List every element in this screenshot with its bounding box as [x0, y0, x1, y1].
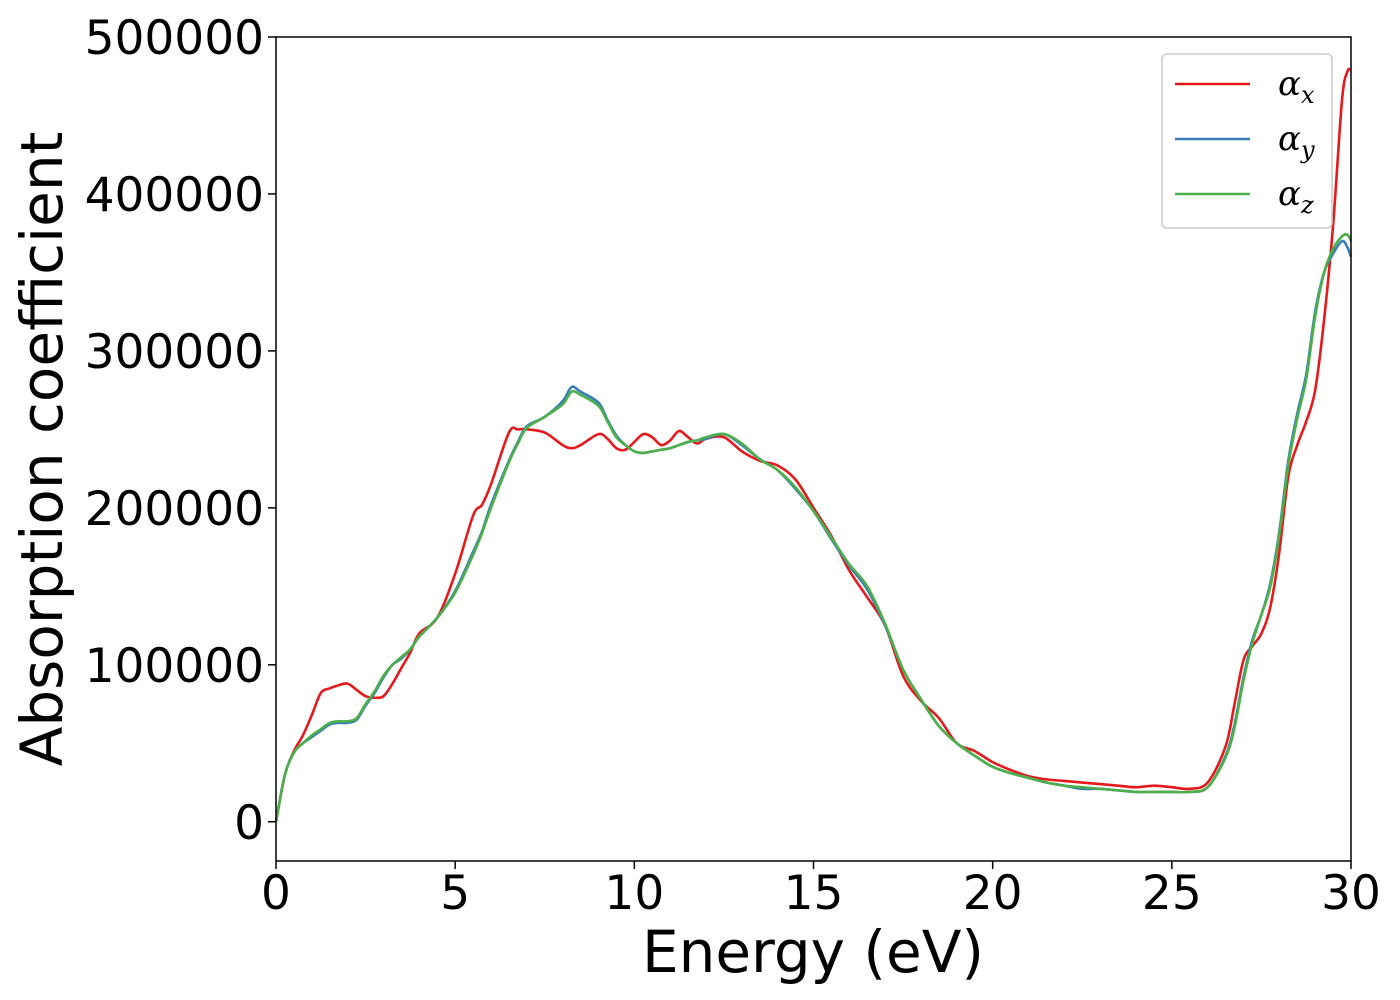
- x-tick-label: 25: [1142, 866, 1202, 921]
- series-line-x: [274, 67, 1352, 823]
- legend-box: [1161, 53, 1333, 229]
- y-tick-label: 100000: [85, 639, 264, 694]
- y-tick-label: 500000: [85, 11, 264, 66]
- x-tick-label: 0: [261, 866, 291, 921]
- y-axis-title: Absorption coefficient: [8, 132, 76, 767]
- y-tick-label: 300000: [85, 325, 264, 380]
- x-axis: 0 5 10 15 20 25 30: [261, 861, 1381, 921]
- series-line-y: [274, 239, 1353, 823]
- x-axis-title: Energy (eV): [642, 918, 984, 986]
- y-tick-label: 0: [234, 796, 264, 851]
- x-tick-label: 5: [440, 866, 470, 921]
- x-tick-label: 10: [604, 866, 664, 921]
- series-layer: [274, 67, 1353, 823]
- x-tick-label: 30: [1321, 866, 1381, 921]
- y-tick-label: 400000: [85, 168, 264, 223]
- x-tick-label: 20: [963, 866, 1023, 921]
- y-tick-label: 200000: [85, 482, 264, 537]
- series-line-z: [274, 232, 1353, 823]
- y-axis: 0 100000 200000 300000 400000 500000: [85, 11, 276, 851]
- x-tick-label: 15: [784, 866, 844, 921]
